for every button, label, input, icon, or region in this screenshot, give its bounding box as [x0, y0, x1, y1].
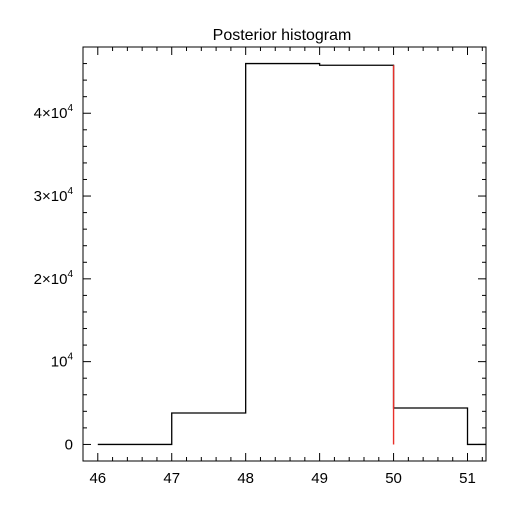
x-tick-label: 49: [311, 470, 328, 487]
x-axis-ticks: 46 47 48 49 50 51: [89, 470, 475, 487]
x-tick-label: 47: [163, 470, 180, 487]
y-tick-label: 0: [65, 436, 73, 453]
histogram-bin: [394, 408, 468, 444]
x-tick-label: 50: [385, 470, 402, 487]
histogram-bin: [246, 64, 320, 445]
axes-frame: [82, 46, 487, 462]
histogram-bin: [320, 65, 394, 444]
x-tick-label: 48: [237, 470, 254, 487]
y-axis-ticks: 0 104 2×104 3×104 4×104: [34, 103, 74, 453]
x-tick-label: 46: [89, 470, 106, 487]
histogram-bin: [172, 413, 246, 444]
x-tick-label: 51: [459, 470, 476, 487]
plot-frame: [82, 46, 487, 462]
histogram-series: [97, 62, 486, 446]
y-tick-label: 104: [51, 352, 74, 371]
y-tick-label: 2×104: [34, 269, 74, 288]
chart-title: Posterior histogram: [213, 27, 352, 44]
y-tick-label: 4×104: [34, 103, 74, 122]
histogram-step-line: [97, 62, 486, 446]
y-tick-label: 3×104: [34, 186, 74, 205]
